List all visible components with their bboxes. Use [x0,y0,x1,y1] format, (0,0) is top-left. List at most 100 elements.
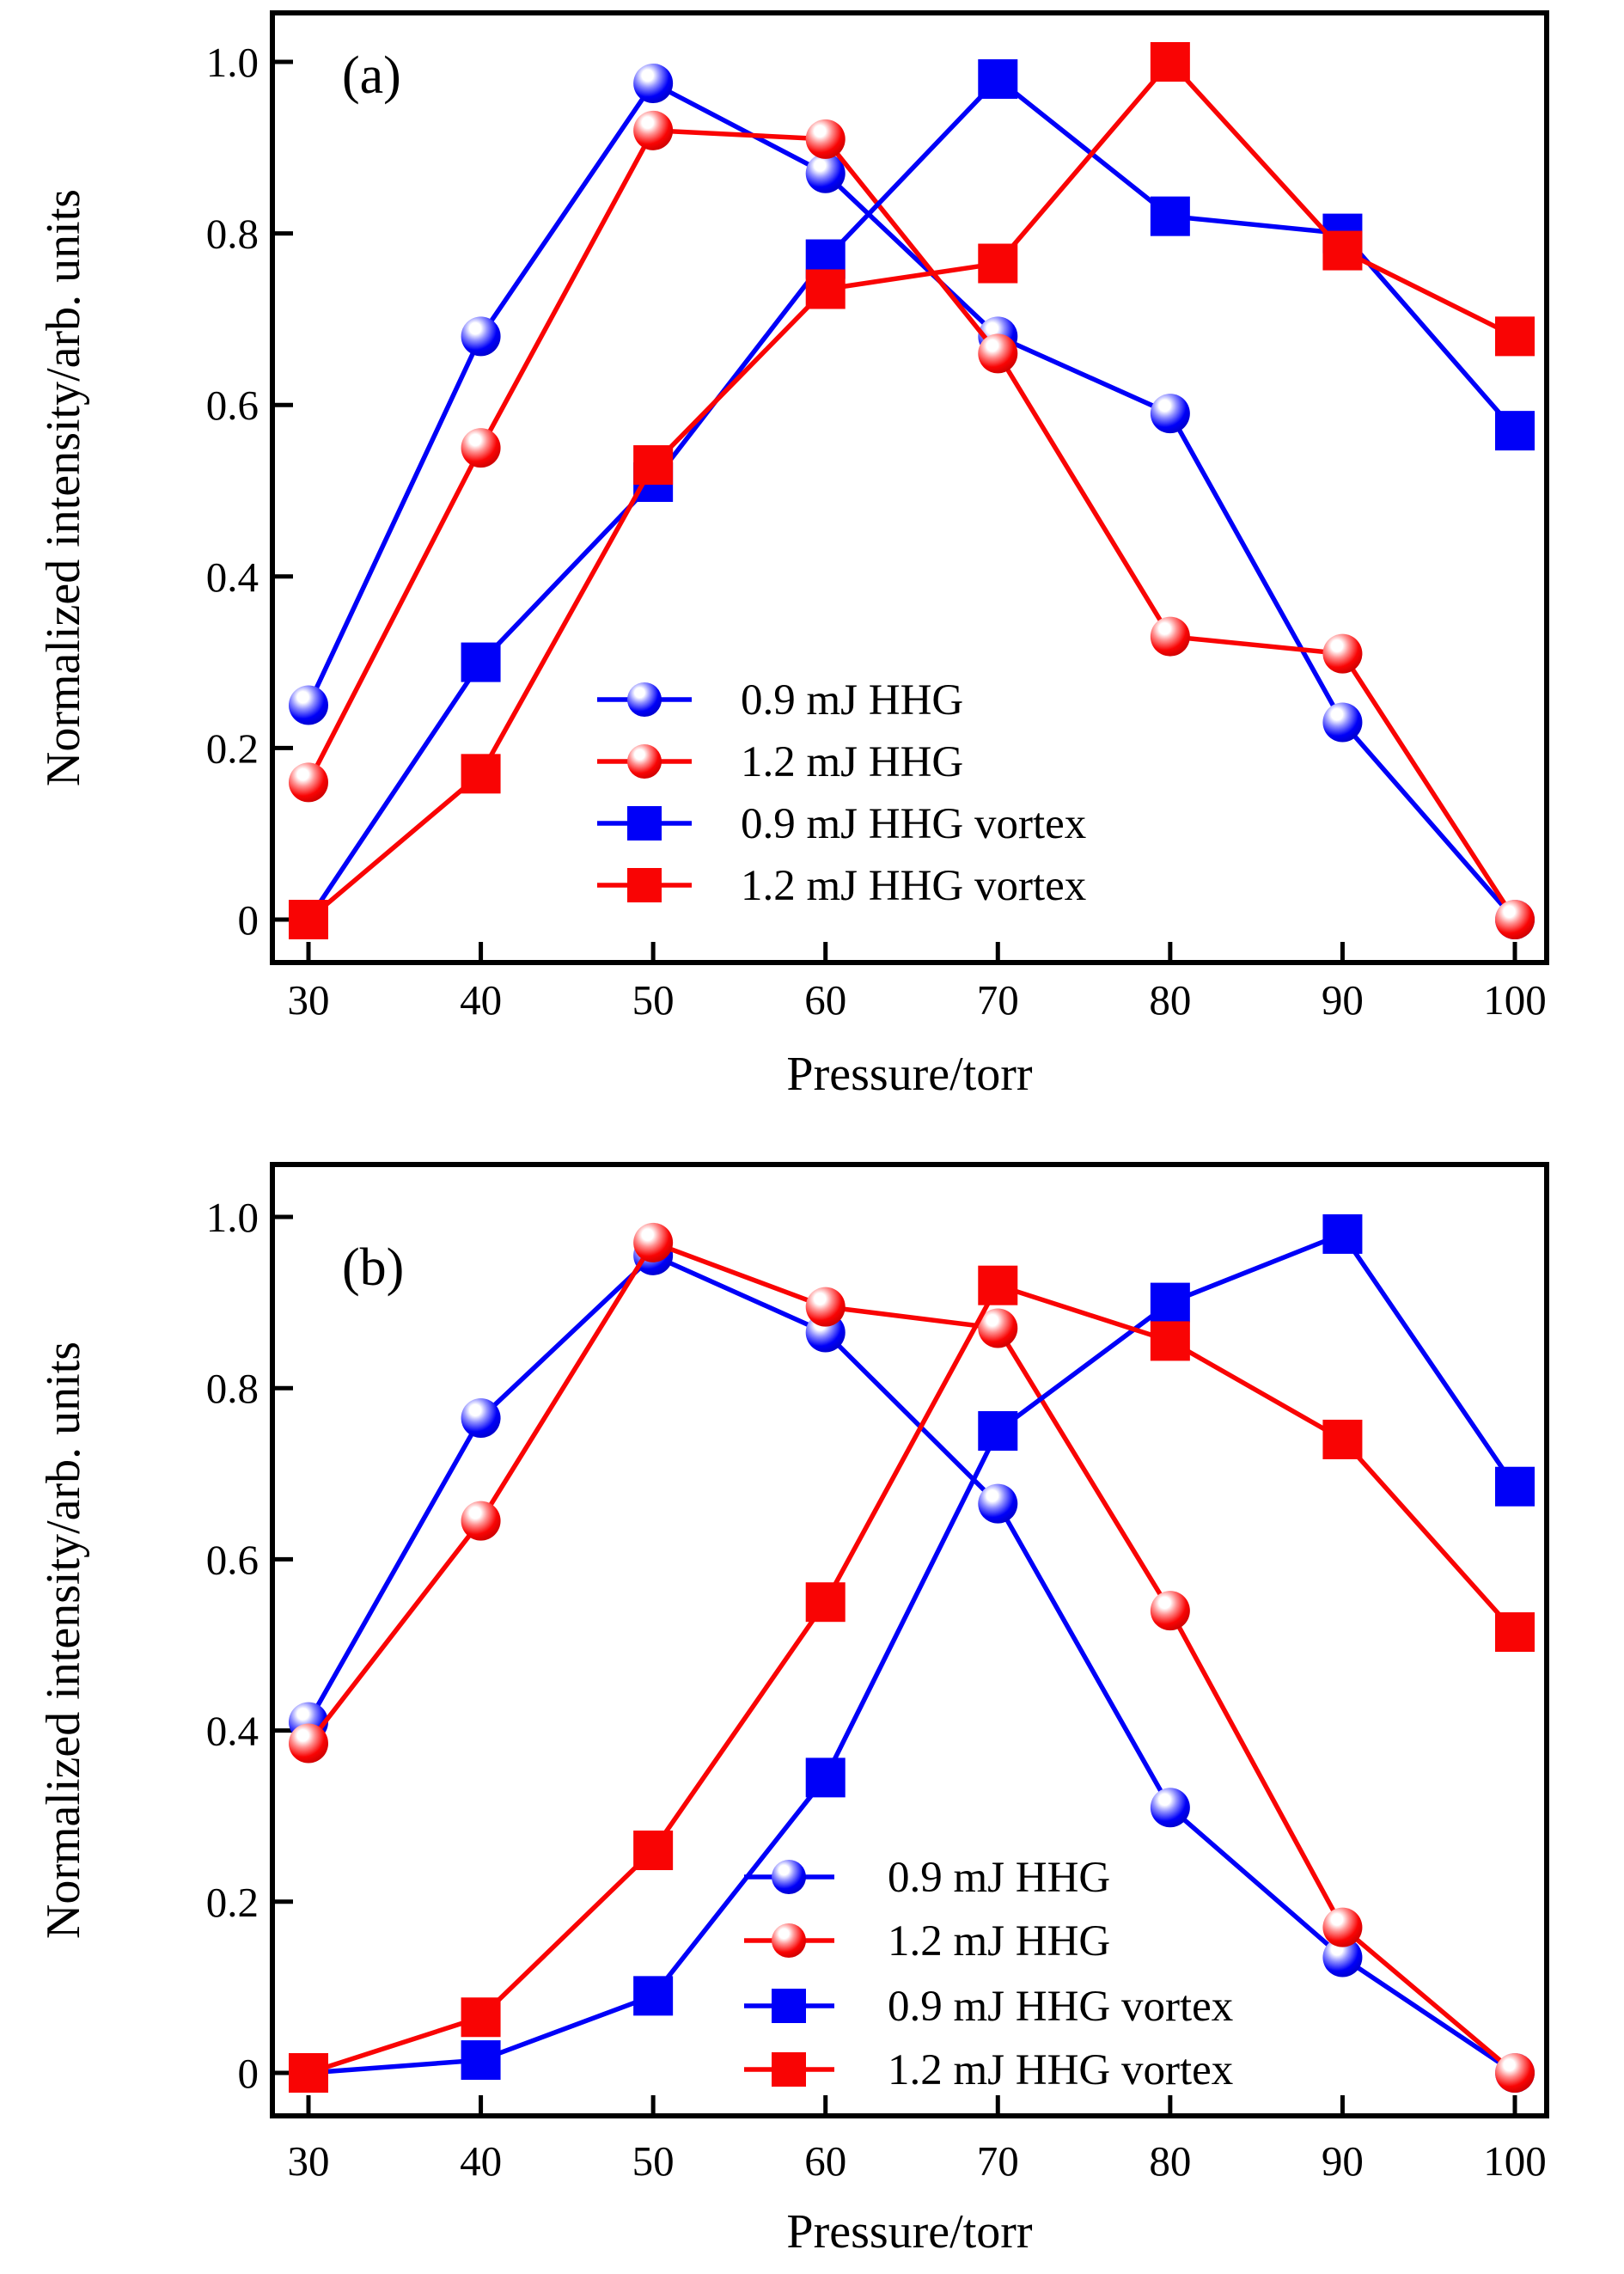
data-point-marker-circle-red [978,333,1018,374]
x-axis-tick-label: 100 [1483,976,1547,1024]
series-line-square-blue [306,76,1517,921]
series-line-square-red [308,1282,1517,2075]
data-point-marker-square-red [1150,42,1190,82]
y-axis-tick-label: 0.8 [206,1365,259,1412]
data-point-marker-circle-red [1150,616,1190,657]
y-axis-tick-label: 0.6 [206,382,259,429]
panel-a-chart: 1.0 0.8 0.6 0.4 0.2 0 30 40 50 60 70 80 90 100 Pressur… [37,10,1549,1101]
data-point-marker-square-blue [978,1411,1018,1451]
plot-frame [270,1162,1549,2118]
data-point-marker-square-red [461,1997,501,2038]
x-axis-tick-label: 90 [1322,976,1364,1024]
data-point-marker-circle-blue [461,1398,501,1439]
x-axis-tick-label: 30 [288,2137,330,2185]
data-point-marker-circle-red [978,1308,1018,1348]
data-point-marker-square-red [1495,1612,1535,1653]
legend-label: 0.9 mJ HHG vortex [741,800,1086,848]
legend-label: 1.2 mJ HHG vortex [888,2046,1233,2094]
y-axis-tick-label: 0.2 [206,1879,259,1926]
data-point-marker-circle-red [633,1222,674,1262]
data-point-marker-circle-blue [1150,1788,1190,1828]
x-axis-tick-label: 100 [1483,2137,1547,2185]
data-point-marker-circle-blue [1322,1937,1363,1978]
y-axis-tick-label: 0.8 [206,211,259,258]
data-point-marker-circle-red [1495,900,1535,939]
data-point-marker-square-red [805,269,846,309]
y-axis-tick-label: 1.0 [206,1194,259,1241]
data-point-marker-circle-blue [1322,702,1363,743]
y-axis-tick-label: 0.2 [206,724,259,772]
legend-label: 0.9 mJ HHG vortex [888,1983,1233,2031]
x-axis-tick-label: 80 [1149,2137,1191,2185]
legend-marker-square-blue [772,1989,806,2023]
data-point-marker-square-blue [1150,1282,1190,1323]
data-point-marker-square-blue [1150,196,1190,236]
series-line-circle-blue [306,1253,1517,2075]
series-line-square-blue [308,1232,1517,2075]
data-point-marker-circle-blue [805,153,846,193]
y-axis-tick-label: 0.4 [206,553,259,601]
series-line-circle-red [306,1240,1517,2075]
data-point-marker-square-red [289,900,328,939]
data-point-marker-square-blue [1495,1466,1535,1507]
legend-marker-square-blue [627,806,662,841]
x-axis-tick-label: 90 [1322,2137,1364,2185]
legend-label: 0.9 mJ HHG [888,1854,1110,1902]
legend-marker-circle-red [627,744,662,779]
legend-marker-circle-blue [627,682,662,717]
data-point-marker-square-red [805,1582,846,1623]
data-point-marker-circle-red [461,428,501,468]
y-axis-tick-label: 1.0 [206,39,259,86]
legend-marker-circle-blue [772,1860,806,1894]
data-point-marker-square-red [461,754,501,794]
data-point-marker-square-blue [1495,411,1535,451]
data-point-marker-circle-red [805,119,846,159]
x-axis-tick-label: 40 [460,976,502,1024]
x-axis-tick-label: 40 [460,2137,502,2185]
data-point-marker-circle-blue [289,685,328,725]
data-point-marker-circle-red [1322,1907,1363,1947]
x-axis-title: Pressure/torr [786,2205,1033,2259]
series-line-circle-red [306,128,1517,921]
y-axis-tick-label: 0 [238,2050,259,2097]
x-axis-tick-label: 70 [977,976,1019,1024]
data-point-marker-circle-red [289,1723,328,1764]
data-point-marker-circle-red [1150,1591,1190,1631]
panel-label: (a) [342,46,401,105]
x-axis-title: Pressure/torr [786,1048,1033,1101]
legend-label: 1.2 mJ HHG [741,738,963,786]
legend-marker-square-red [772,2052,806,2087]
data-point-marker-circle-red [461,1501,501,1541]
data-point-marker-circle-blue [978,1483,1018,1524]
x-axis-tick-label: 70 [977,2137,1019,2185]
data-point-marker-square-red [978,1265,1018,1305]
legend-label: 0.9 mJ HHG [741,676,963,724]
y-axis-title: Normalized intensity/arb. units [37,189,90,786]
data-point-marker-square-blue [978,58,1018,99]
legend-marker-circle-red [772,1923,806,1958]
y-axis-tick-label: 0.6 [206,1536,259,1583]
data-point-marker-square-blue [461,2040,501,2081]
data-point-marker-circle-red [1322,633,1363,674]
x-axis-tick-label: 80 [1149,976,1191,1024]
data-point-marker-circle-blue [1150,394,1190,434]
data-point-marker-square-red [1322,230,1363,271]
x-axis-tick-label: 60 [804,976,846,1024]
data-point-marker-square-red [1150,1321,1190,1361]
x-axis-tick-label: 50 [632,2137,675,2185]
x-axis-tick-label: 50 [632,976,675,1024]
data-point-marker-square-red [978,243,1018,284]
data-point-marker-circle-red [1495,2053,1535,2093]
data-point-marker-square-red [633,1831,674,1871]
plot-frame [270,10,1549,965]
y-axis-tick-label: 0.4 [206,1708,259,1755]
data-point-marker-circle-blue [461,316,501,357]
data-point-marker-square-red [1495,316,1535,357]
data-point-marker-square-red [289,2053,328,2093]
panel-label: (b) [342,1238,404,1297]
legend-label: 1.2 mJ HHG [888,1917,1110,1965]
series-line-circle-blue [306,81,1517,921]
legend-marker-square-red [627,868,662,902]
data-point-marker-circle-red [805,1287,846,1327]
